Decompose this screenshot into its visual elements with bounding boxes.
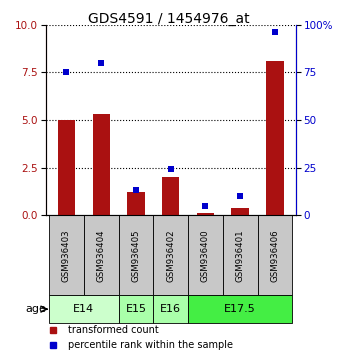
Text: GSM936405: GSM936405 (131, 229, 141, 281)
Bar (49, 295, 119, 323)
Bar (188, 295, 292, 323)
Bar (266, 61, 284, 215)
Bar (223, 215, 258, 295)
Bar (153, 295, 188, 323)
Bar (162, 177, 179, 215)
Text: GSM936406: GSM936406 (270, 229, 280, 281)
Bar (119, 215, 153, 295)
Bar (49, 215, 84, 295)
Point (238, 193, 243, 199)
Point (168, 167, 173, 172)
Text: E14: E14 (73, 304, 94, 314)
Bar (119, 295, 153, 323)
Text: E16: E16 (160, 304, 181, 314)
Bar (127, 192, 145, 215)
Bar (258, 215, 292, 295)
Bar (188, 215, 223, 295)
Point (98, 60, 104, 66)
Text: E15: E15 (125, 304, 146, 314)
Point (272, 30, 277, 35)
Bar (197, 213, 214, 215)
Text: GSM936403: GSM936403 (62, 229, 71, 281)
Text: age: age (25, 304, 46, 314)
Text: GDS4591 / 1454976_at: GDS4591 / 1454976_at (88, 12, 250, 27)
Text: E17.5: E17.5 (224, 304, 256, 314)
Bar (58, 120, 75, 215)
Bar (232, 207, 249, 215)
Point (64, 69, 69, 75)
Text: transformed count: transformed count (68, 325, 159, 335)
Point (133, 188, 139, 193)
Bar (84, 215, 119, 295)
Text: percentile rank within the sample: percentile rank within the sample (68, 340, 233, 350)
Bar (153, 215, 188, 295)
Text: GSM936402: GSM936402 (166, 229, 175, 281)
Text: GSM936404: GSM936404 (97, 229, 106, 281)
Bar (93, 114, 110, 215)
Point (203, 203, 208, 209)
Text: GSM936401: GSM936401 (236, 229, 245, 281)
Text: GSM936400: GSM936400 (201, 229, 210, 281)
